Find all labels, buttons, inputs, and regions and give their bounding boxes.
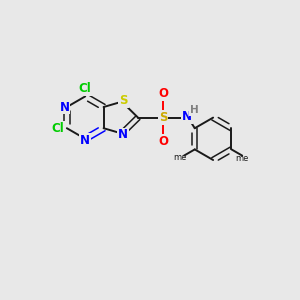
Text: N: N: [182, 110, 192, 123]
Text: me: me: [236, 154, 249, 163]
Text: S: S: [159, 111, 167, 124]
Text: Cl: Cl: [79, 82, 92, 95]
Text: me: me: [173, 153, 186, 162]
Text: Cl: Cl: [51, 122, 64, 135]
Text: N: N: [80, 134, 90, 147]
Text: N: N: [118, 128, 128, 142]
Text: O: O: [158, 87, 168, 100]
Text: S: S: [119, 94, 128, 107]
Text: H: H: [190, 105, 199, 115]
Text: N: N: [59, 100, 70, 113]
Text: O: O: [158, 135, 168, 148]
